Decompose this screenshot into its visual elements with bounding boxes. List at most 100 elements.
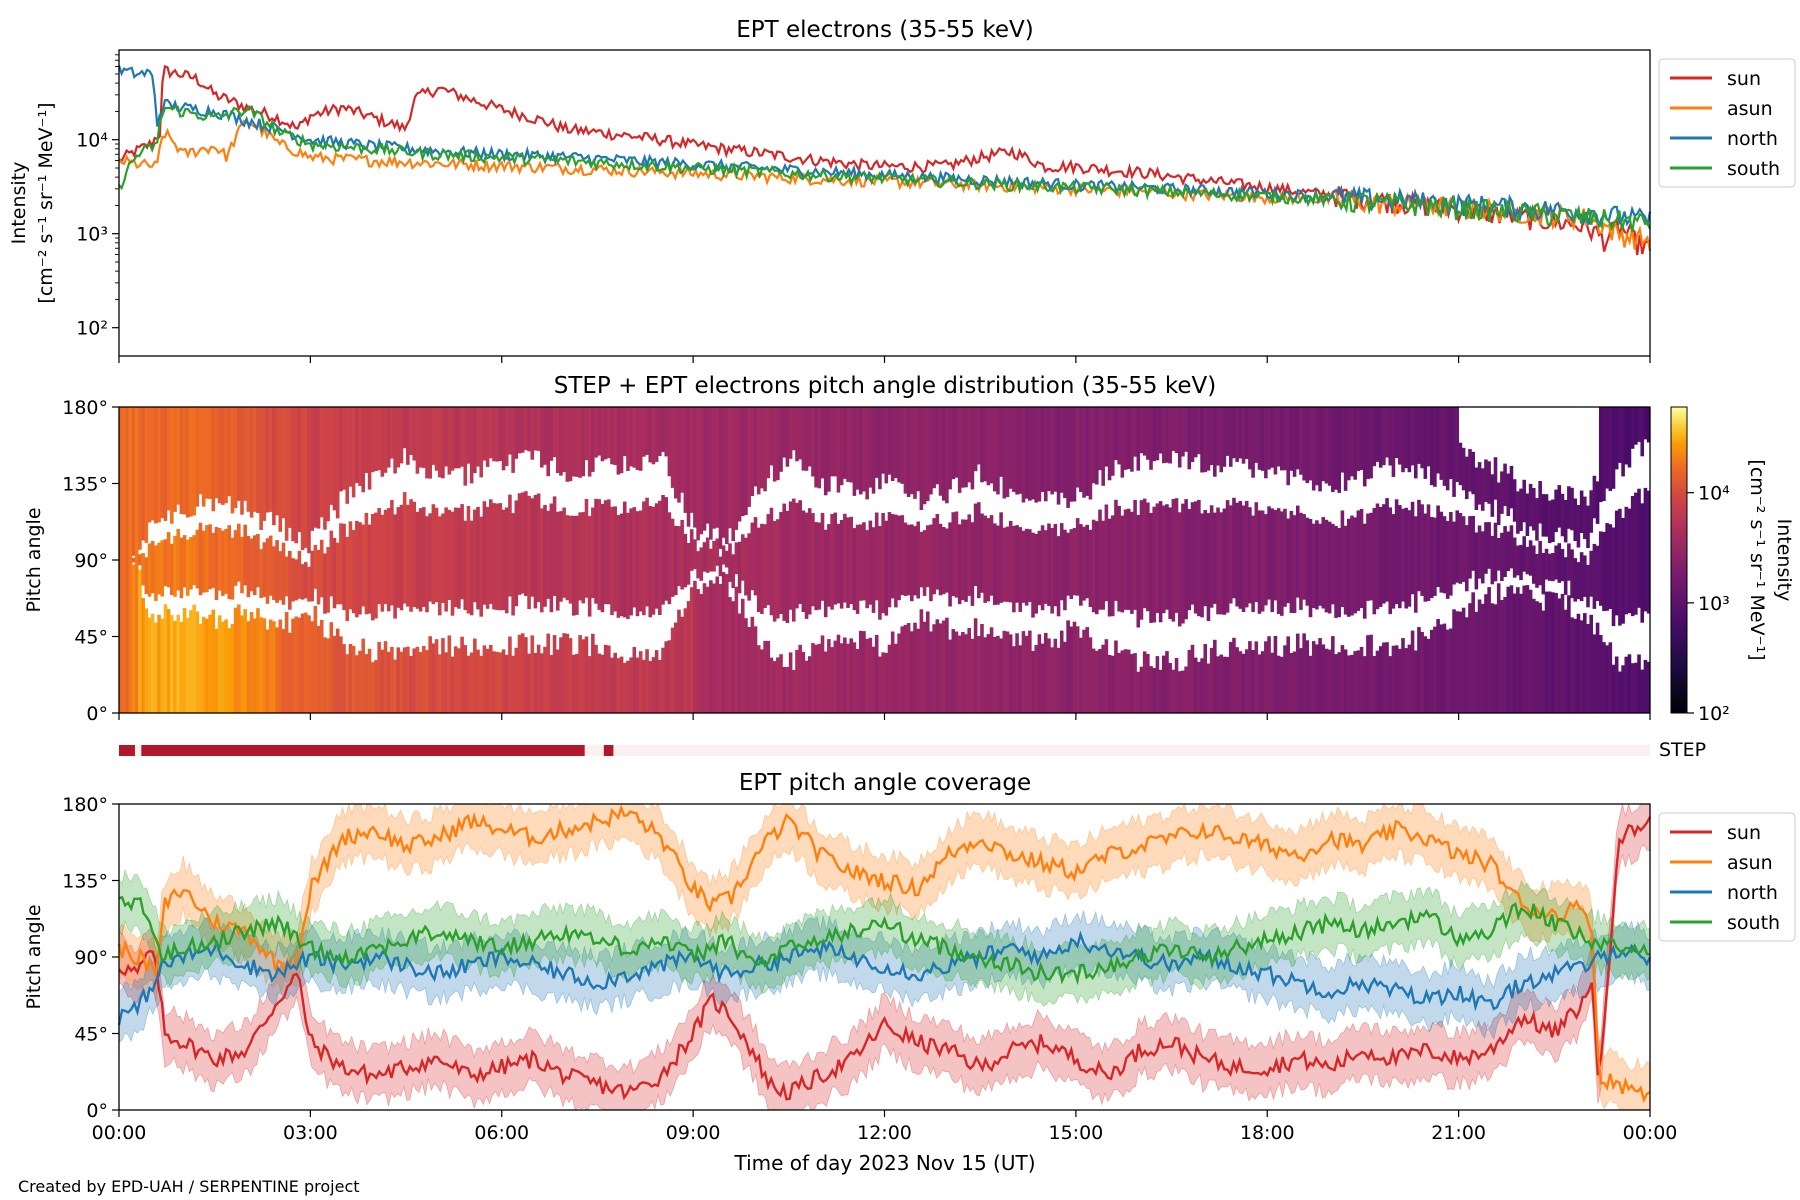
heatmap-cell [626,512,630,620]
panel1-ylabel-line2: [cm⁻² s⁻¹ sr⁻¹ MeV⁻¹] [35,102,57,303]
heatmap-cell [552,496,557,596]
heatmap-cell [370,514,375,621]
heatmap-cell [262,618,267,713]
heatmap-cell [792,498,796,622]
heatmap-cell [1133,499,1137,610]
intensity-plot-area [117,64,1652,256]
heatmap-cell [693,539,697,570]
heatmap-cell [1410,630,1415,713]
heatmap-cell [1624,407,1629,465]
heatmap-cell [913,526,917,596]
heatmap-cell [1273,635,1278,713]
heatmap-cell [954,631,959,713]
heatmap-cell [367,407,372,490]
heatmap-cell [1605,645,1609,713]
heatmap-cell [1187,509,1192,611]
heatmap-cell [393,407,397,474]
heatmap-cell [1235,502,1239,607]
heatmap-cell [514,647,519,713]
heatmap-cell [195,407,200,507]
heatmap-cell [1104,407,1109,467]
heatmap-cell [291,407,295,542]
heatmap-cell [973,618,978,713]
heatmap-cell [1592,634,1597,713]
heatmap-cell [393,514,397,619]
heatmap-cell [600,654,605,713]
heatmap-cell [217,407,222,504]
heatmap-cell [702,407,707,531]
heatmap-cell [788,407,793,459]
heatmap-cell [444,407,448,467]
heatmap-cell [249,407,254,518]
heatmap-cell [890,407,895,481]
heatmap-cell [555,649,560,713]
heatmap-cell [154,622,158,713]
heatmap-cell [597,499,602,610]
heatmap-cell [756,645,761,713]
heatmap-cell [1002,527,1007,602]
heatmap-cell [173,620,177,713]
heatmap-cell [1165,651,1169,713]
heatmap-cell [868,407,873,488]
heatmap-cell [141,598,145,713]
heatmap-cell [1155,503,1160,614]
heatmap-cell [1583,496,1587,540]
heatmap-cell [240,536,244,594]
heatmap-cell [1024,528,1029,606]
heatmap-cell [1637,407,1641,442]
heatmap-cell [1235,647,1239,713]
heatmap-cell [871,407,876,494]
heatmap-cell [1072,528,1077,596]
heatmap-cell [1388,507,1393,615]
heatmap-cell [1461,447,1466,491]
heatmap-cell [1120,515,1125,613]
heatmap-cell [664,407,669,457]
heatmap-cell [1465,525,1469,592]
heatmap-cell [380,649,385,713]
heatmap-cell [740,407,745,517]
heatmap-cell [894,407,898,479]
heatmap-cell [473,638,477,713]
heatmap-cell [763,524,767,608]
heatmap-cell [945,617,949,713]
heatmap-cell [1324,519,1329,613]
heatmap-cell [1627,654,1632,713]
heatmap-cell [1028,407,1032,501]
heatmap-cell [1382,407,1386,466]
heatmap-cell [256,608,260,713]
heatmap-cell [1008,407,1013,489]
heatmap-cell [297,551,302,599]
heatmap-cell [734,586,739,713]
heatmap-cell [1225,407,1230,456]
heatmap-cell [552,635,557,713]
heatmap-cell [1350,407,1354,477]
heatmap-cell [1343,407,1348,491]
heatmap-cell [1595,481,1600,524]
heatmap-cell [903,624,908,713]
heatmap-cell [811,643,815,713]
heatmap-cell [1640,669,1645,713]
heatmap-cell [1484,522,1488,574]
heatmap-cell [565,407,570,482]
heatmap-cell [1171,669,1176,713]
heatmap-cell [648,661,653,713]
heatmap-cell [1567,543,1571,581]
heatmap-cell [1005,526,1010,602]
heatmap-cell [827,407,831,492]
heatmap-cell [1213,407,1217,477]
heatmap-cell [339,636,343,713]
coverage-line-sun [118,816,1652,1101]
heatmap-cell [1474,532,1479,590]
heatmap-cell [160,540,165,597]
heatmap-cell [772,521,777,622]
heatmap-cell [1209,647,1214,713]
heatmap-cell [1480,468,1485,511]
heatmap-cell [1260,510,1265,612]
heatmap-cell [1455,510,1460,583]
heatmap-cell [807,508,812,615]
heatmap-cell [1120,650,1125,713]
heatmap-cell [843,407,847,479]
heatmap-cell [1107,654,1112,713]
heatmap-cell [476,506,480,610]
heatmap-cell [1280,656,1284,713]
